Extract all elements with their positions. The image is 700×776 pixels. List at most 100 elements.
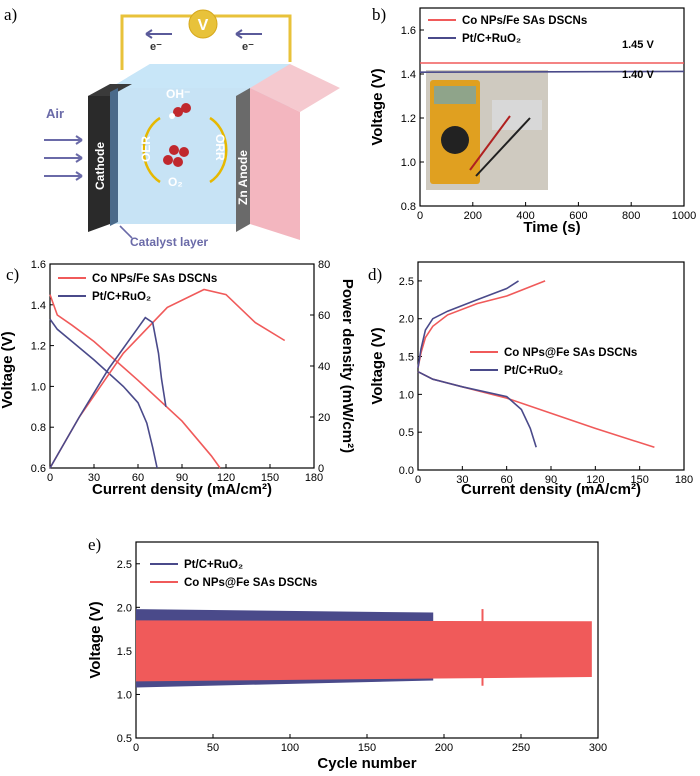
oer-arrow-icon	[142, 116, 161, 184]
oxygen-molecule-icon	[169, 145, 179, 155]
multimeter-dial-icon	[441, 126, 469, 154]
panel-e-xtick-label: 50	[207, 742, 219, 754]
panel-c-series-line	[49, 318, 158, 469]
panel-d-ytick-label: 2.5	[399, 276, 414, 288]
panel-e-ylabel: Voltage (V)	[87, 601, 104, 678]
hydrogen-atom-icon	[169, 113, 175, 119]
panel-e-ytick-label: 1.0	[117, 689, 132, 701]
panel-c-y2tick-label: 20	[318, 412, 330, 424]
panel-c-xtick-label: 180	[305, 472, 323, 484]
panel-c-y2tick-label: 40	[318, 361, 330, 373]
panel-c-xtick-label: 150	[261, 472, 279, 484]
panel-e-ytick-label: 2.5	[117, 559, 132, 571]
panel-d-xtick-label: 120	[586, 474, 604, 486]
anode-side-face	[250, 88, 300, 240]
electrolyte-top-face	[110, 64, 290, 88]
panel-d-ytick-label: 1.5	[399, 352, 414, 364]
panel-c-legend-label: Pt/C+RuO₂	[92, 291, 151, 303]
panel-e-ytick-label: 2.0	[117, 602, 132, 614]
panel-e-legend-label: Co NPs@Fe SAs DSCNs	[184, 577, 317, 589]
zn-anode-label: Zn Anode	[236, 150, 250, 205]
panel-a-label: a)	[4, 5, 17, 24]
panel-d-series-line	[417, 280, 546, 369]
panel-d-xtick-label: 180	[675, 474, 693, 486]
voltmeter-label: V	[198, 17, 209, 34]
panel-b-label: b)	[372, 5, 386, 24]
panel-d-xlabel: Current density (mA/cm²)	[461, 481, 641, 498]
panel-b-xlabel: Time (s)	[523, 219, 580, 236]
panel-c-xtick-label: 120	[217, 472, 235, 484]
panel-b-series-line	[419, 70, 685, 73]
voltmeter-icon	[188, 9, 218, 39]
panel-d-ytick-label: 2.0	[399, 314, 414, 326]
panel-d-legend-label: Co NPs@Fe SAs DSCNs	[504, 347, 637, 359]
panel-e-series-band	[136, 620, 592, 682]
panel-b-legend-label: Co NPs/Fe SAs DSCNs	[462, 15, 587, 27]
cathode-plate	[88, 88, 110, 232]
panel-b-xtick-label: 200	[464, 210, 482, 222]
panel-b-axes	[419, 7, 685, 207]
panel-b-ytick-label: 0.8	[401, 201, 416, 213]
panel-e-xlabel: Cycle number	[317, 755, 416, 772]
multimeter-screen-icon	[434, 86, 476, 104]
panel-c-y2tick-label: 80	[318, 259, 330, 271]
panel-b-ytick-label: 1.4	[401, 69, 416, 81]
panel-d-series-line	[417, 370, 537, 448]
panel-c-xtick-label: 60	[132, 472, 144, 484]
panel-e-xtick-label: 100	[281, 742, 299, 754]
oxygen-molecule-icon	[179, 147, 189, 157]
panel-d-series-line	[417, 280, 519, 369]
panel-c-xlabel: Current density (mA/cm²)	[92, 481, 272, 498]
panel-c-axes	[49, 263, 315, 469]
panel-c-y2tick-label: 60	[318, 310, 330, 322]
orr-arrow-icon	[209, 116, 228, 184]
catalyst-pointer	[119, 225, 133, 239]
panel-c-xtick-label: 0	[47, 472, 53, 484]
cathode-top-edge	[88, 84, 132, 96]
panel-c-y2tick-label: 0	[318, 463, 324, 475]
panel-d-ytick-label: 0.0	[399, 465, 414, 477]
black-lead-icon	[475, 117, 531, 177]
oxygen-molecule-icon	[173, 157, 183, 167]
panel-c-xtick-label: 30	[88, 472, 100, 484]
panel-b-xtick-label: 600	[569, 210, 587, 222]
panel-e-legend-label: Pt/C+RuO₂	[184, 559, 243, 571]
panel-c-ytick-label: 1.4	[31, 300, 46, 312]
electron-arrow-right-icon	[235, 29, 262, 39]
panel-d-ytick-label: 1.0	[399, 389, 414, 401]
panel-c-series-line	[49, 288, 286, 469]
air-label: Air	[46, 106, 64, 121]
air-arrow-icon	[44, 153, 83, 163]
hydroxide-label: OH⁻	[166, 87, 190, 101]
panel-b-legend-label: Pt/C+RuO₂	[462, 33, 521, 45]
panel-c-ytick-label: 1.2	[31, 341, 46, 353]
orr-label: ORR	[213, 134, 227, 161]
panel-c-y2label: Power density (mW/cm²)	[339, 279, 356, 453]
oer-label: OER	[139, 136, 153, 162]
panel-b-ytick-label: 1.2	[401, 113, 416, 125]
panel-c-series-line	[49, 294, 221, 469]
panel-c-ytick-label: 0.6	[31, 463, 46, 475]
air-arrow-icon	[44, 171, 83, 181]
panel-b-annotation-145: 1.45 V	[622, 39, 654, 51]
red-lead-icon	[469, 115, 511, 171]
air-arrow-icon	[44, 135, 83, 145]
electron-label-left: e⁻	[150, 41, 162, 53]
oxygen-molecule-icon	[173, 107, 183, 117]
panel-d-legend-label: Pt/C+RuO₂	[504, 365, 563, 377]
panel-c-xtick-label: 90	[176, 472, 188, 484]
panel-d-series-line	[417, 370, 655, 449]
panel-b-xtick-label: 0	[417, 210, 423, 222]
electron-label-right: e⁻	[242, 41, 254, 53]
panel-d-xtick-label: 0	[415, 474, 421, 486]
panel-e-xtick-label: 150	[358, 742, 376, 754]
anode-top-face	[250, 64, 340, 112]
panel-e-xtick-label: 200	[435, 742, 453, 754]
battery-cell-icon	[492, 100, 542, 130]
panel-d-xtick-label: 60	[501, 474, 513, 486]
panel-c-ytick-label: 1.0	[31, 381, 46, 393]
panel-b-ytick-label: 1.0	[401, 157, 416, 169]
o2-label: O₂	[168, 175, 183, 189]
panel-d-ylabel: Voltage (V)	[369, 327, 386, 404]
panel-e-xtick-label: 0	[133, 742, 139, 754]
